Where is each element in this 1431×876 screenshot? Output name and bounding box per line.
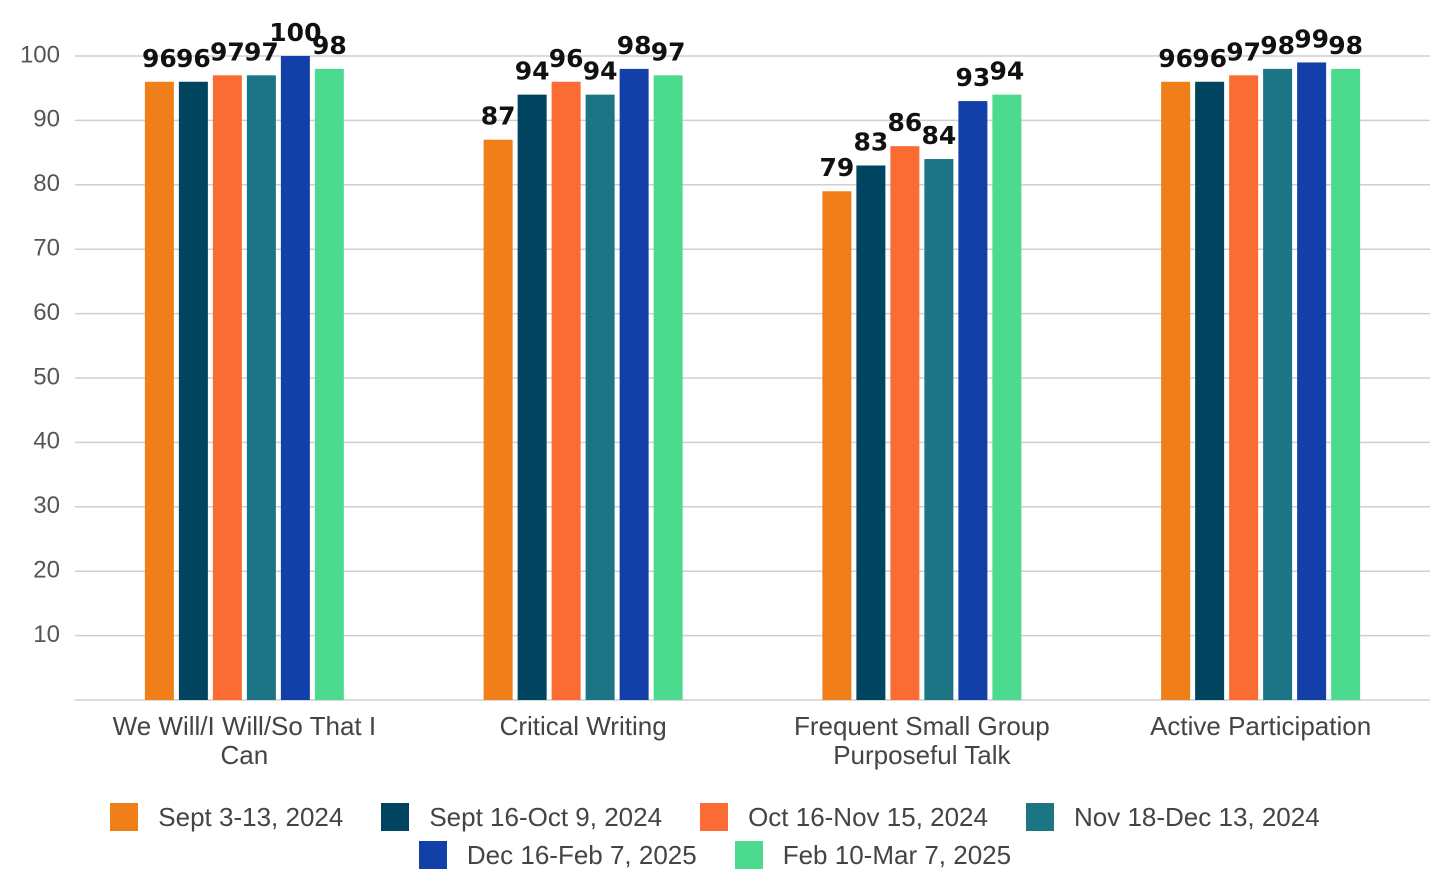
legend-swatch (700, 803, 729, 831)
bar (856, 165, 886, 701)
legend-swatch (734, 841, 763, 869)
legend-label: Feb 10-Mar 7, 2025 (782, 839, 1012, 870)
value-label: 97 (210, 37, 245, 66)
value-label: 98 (1260, 31, 1295, 60)
legend-label: Dec 16-Feb 7, 2025 (466, 839, 697, 870)
bar (890, 146, 920, 700)
x-tick-label: We Will/I Will/So That I Can (112, 711, 377, 770)
x-tick-label: Frequent Small Group Purposeful Talk (793, 711, 1050, 770)
bar (1331, 68, 1361, 700)
legend-swatch (381, 803, 410, 831)
y-tick-label: 100 (20, 41, 60, 68)
bar (314, 68, 344, 700)
bar (958, 101, 988, 700)
y-tick-label: 30 (33, 492, 60, 519)
legend-label: Oct 16-Nov 15, 2024 (748, 801, 988, 832)
legend-item: Sept 3-13, 2024 (110, 802, 343, 832)
legend-item: Oct 16-Nov 15, 2024 (700, 802, 988, 832)
bar (1161, 81, 1191, 700)
value-label: 96 (142, 44, 177, 73)
value-label: 96 (549, 44, 584, 73)
bar (212, 75, 242, 700)
value-label: 99 (1294, 24, 1329, 53)
bar (822, 191, 852, 701)
y-tick-label: 40 (33, 428, 60, 455)
x-tick-label: Active Participation (1150, 711, 1372, 741)
value-label: 94 (583, 57, 618, 86)
value-label: 84 (921, 121, 956, 150)
bar (1297, 62, 1327, 700)
value-label: 98 (1328, 31, 1363, 60)
x-tick-label: Critical Writing (499, 711, 667, 741)
legend-label: Nov 18-Dec 13, 2024 (1073, 801, 1320, 832)
value-label: 98 (617, 31, 652, 60)
bar (619, 68, 649, 700)
bar (1263, 68, 1293, 700)
legend-label: Sept 16-Oct 9, 2024 (429, 801, 663, 832)
legend-label: Sept 3-13, 2024 (158, 801, 344, 832)
bar (1229, 75, 1259, 700)
y-tick-label: 10 (33, 621, 60, 648)
y-tick-label: 70 (33, 235, 60, 262)
legend-swatch (1025, 803, 1054, 831)
value-label: 96 (176, 44, 211, 73)
y-tick-label: 20 (33, 557, 60, 584)
bar (551, 81, 581, 700)
value-label: 94 (515, 57, 550, 86)
bar (585, 94, 615, 700)
legend-item: Feb 10-Mar 7, 2025 (734, 839, 1012, 870)
bar (924, 159, 954, 701)
bar (280, 56, 310, 700)
value-label: 87 (481, 102, 516, 131)
value-label: 100 (269, 18, 321, 47)
value-label: 93 (955, 63, 990, 92)
value-label: 97 (244, 37, 279, 66)
legend-swatch (418, 841, 447, 869)
value-label: 97 (1226, 37, 1261, 66)
bar (992, 94, 1022, 700)
y-tick-label: 60 (33, 299, 60, 326)
legend: Sept 3-13, 2024 Sept 16-Oct 9, 2024 Oct 16… (30, 802, 1400, 870)
bar (1195, 81, 1225, 700)
value-label: 96 (1192, 44, 1227, 73)
bar (144, 81, 174, 700)
bar (653, 75, 683, 700)
bar (517, 94, 547, 700)
y-tick-label: 80 (33, 170, 60, 197)
legend-item: Nov 18-Dec 13, 2024 (1025, 801, 1320, 832)
y-tick-label: 50 (33, 363, 60, 390)
value-label: 83 (853, 127, 888, 156)
legend-swatch (110, 803, 139, 831)
y-tick-label: 90 (33, 106, 60, 133)
value-label: 98 (312, 31, 347, 60)
legend-item: Sept 16-Oct 9, 2024 (381, 802, 662, 832)
value-label: 94 (989, 57, 1024, 86)
legend-item: Dec 16-Feb 7, 2025 (418, 839, 697, 870)
bar (178, 81, 208, 700)
bar (483, 139, 513, 701)
value-label: 79 (819, 153, 854, 182)
value-label: 96 (1158, 44, 1193, 73)
bar (246, 75, 276, 700)
value-label: 97 (651, 37, 686, 66)
value-label: 86 (887, 108, 922, 137)
